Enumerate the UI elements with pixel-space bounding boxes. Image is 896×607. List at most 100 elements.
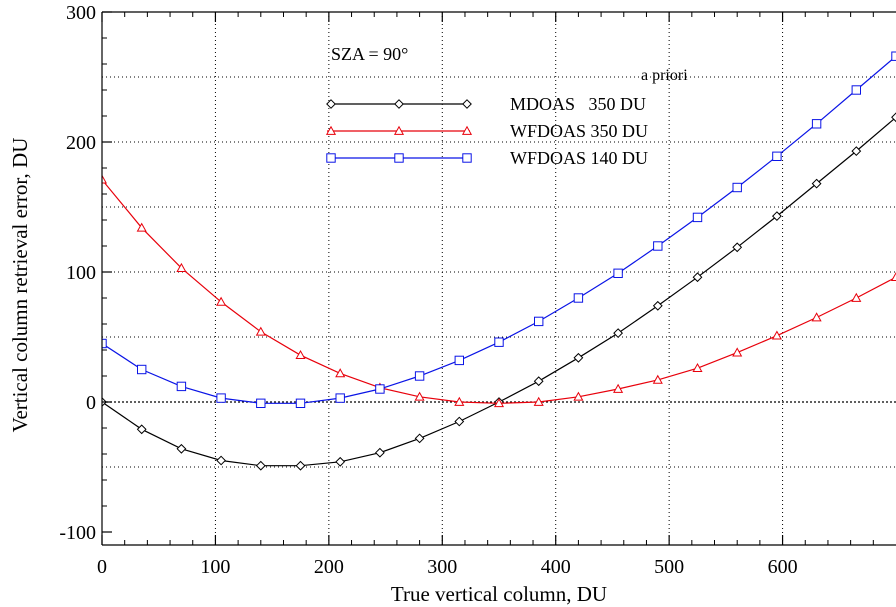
legend-marker [393,125,405,135]
x-tick-label: 200 [314,556,344,578]
data-point [454,416,465,427]
legend-item-3: WFDOAS 140 DU [326,148,648,168]
data-point [216,296,227,306]
data-point [891,51,896,61]
sza-annotation: SZA = 90° [331,44,408,64]
data-point [414,371,425,381]
data-point [891,112,896,123]
legend-marker [462,153,472,163]
data-point [613,383,624,393]
data-point [811,178,822,189]
x-tick-label: 600 [768,556,798,578]
data-point [375,384,385,394]
data-point [176,381,187,392]
data-point [851,146,862,157]
legend-marker [461,125,473,135]
data-point [533,396,544,406]
data-point [851,85,861,95]
legend-label: WFDOAS 140 DU [510,148,648,168]
data-point [137,364,147,375]
legend-item-1: MDOAS 350 DU [326,94,646,114]
data-point [295,460,306,471]
data-point [613,328,624,339]
data-point [851,292,862,302]
legend-label: MDOAS 350 DU [510,94,646,114]
data-point [295,398,306,409]
x-tick-label: 100 [200,556,230,578]
x-axis-ticks: 0 100 200 300 400 500 600 [97,12,874,578]
series-2 [102,174,896,408]
data-point [335,368,346,378]
legend-marker [326,99,336,109]
data-point [573,293,584,303]
data-point [573,391,584,401]
data-point [533,376,544,387]
y-axis-title: Vertical column retrieval error, DU [8,138,32,433]
legend-item-2: WFDOAS 350 DU [325,121,648,141]
x-tick-label: 300 [427,556,457,578]
x-tick-label: 400 [541,556,571,578]
y-tick-label: 300 [66,2,96,24]
data-point [414,433,425,444]
data-point [335,456,346,467]
x-tick-label: 500 [654,556,684,578]
data-point [811,119,822,129]
data-point [732,182,742,193]
data-point [414,391,425,401]
data-point [573,352,584,363]
data-point [335,393,345,403]
series-1 [102,112,896,471]
data-point [534,316,544,327]
data-point [653,241,663,251]
data-point [692,212,703,223]
data-point [732,242,743,253]
legend-marker [325,125,337,135]
series-line [102,55,896,404]
data-point [176,262,187,272]
data-point [295,349,306,360]
y-tick-label: 200 [66,132,96,154]
data-point [255,460,266,471]
data-point [216,455,227,466]
y-axis-ticks: -100 0 100 200 300 [59,2,112,544]
legend-label: WFDOAS 350 DU [510,121,648,141]
series-3 [102,51,896,409]
legend-header: a priori [641,67,688,84]
y-tick-label: -100 [59,522,96,544]
legend: MDOAS 350 DU WFDOAS 350 DU WFDOAS 140 DU [325,94,648,168]
data-point [811,312,822,322]
data-point [613,268,623,279]
series-line [102,116,896,467]
y-tick-label: 100 [66,262,96,284]
data-point [256,398,266,409]
x-axis-title: True vertical column, DU [391,582,607,606]
legend-marker [326,153,336,163]
data-point [136,424,147,435]
data-point [454,355,465,366]
legend-marker [394,99,404,109]
data-point [652,374,663,384]
x-tick-label: 0 [97,556,107,578]
series-layer [102,51,896,471]
data-point [136,222,147,232]
data-point [454,396,465,406]
data-point [772,151,782,162]
data-point [493,398,505,408]
data-point [494,337,504,347]
data-point [176,443,187,454]
legend-marker [394,153,404,163]
plot-frame [101,11,896,546]
data-point [771,330,782,340]
data-point [652,300,663,311]
data-point [771,211,782,222]
data-point [732,347,743,357]
data-point [216,393,226,403]
y-tick-label: 0 [86,392,96,414]
data-point [692,362,703,373]
legend-marker [462,99,472,109]
data-point [102,174,108,184]
data-point [374,447,385,458]
data-point [890,271,896,282]
data-point [692,272,703,283]
